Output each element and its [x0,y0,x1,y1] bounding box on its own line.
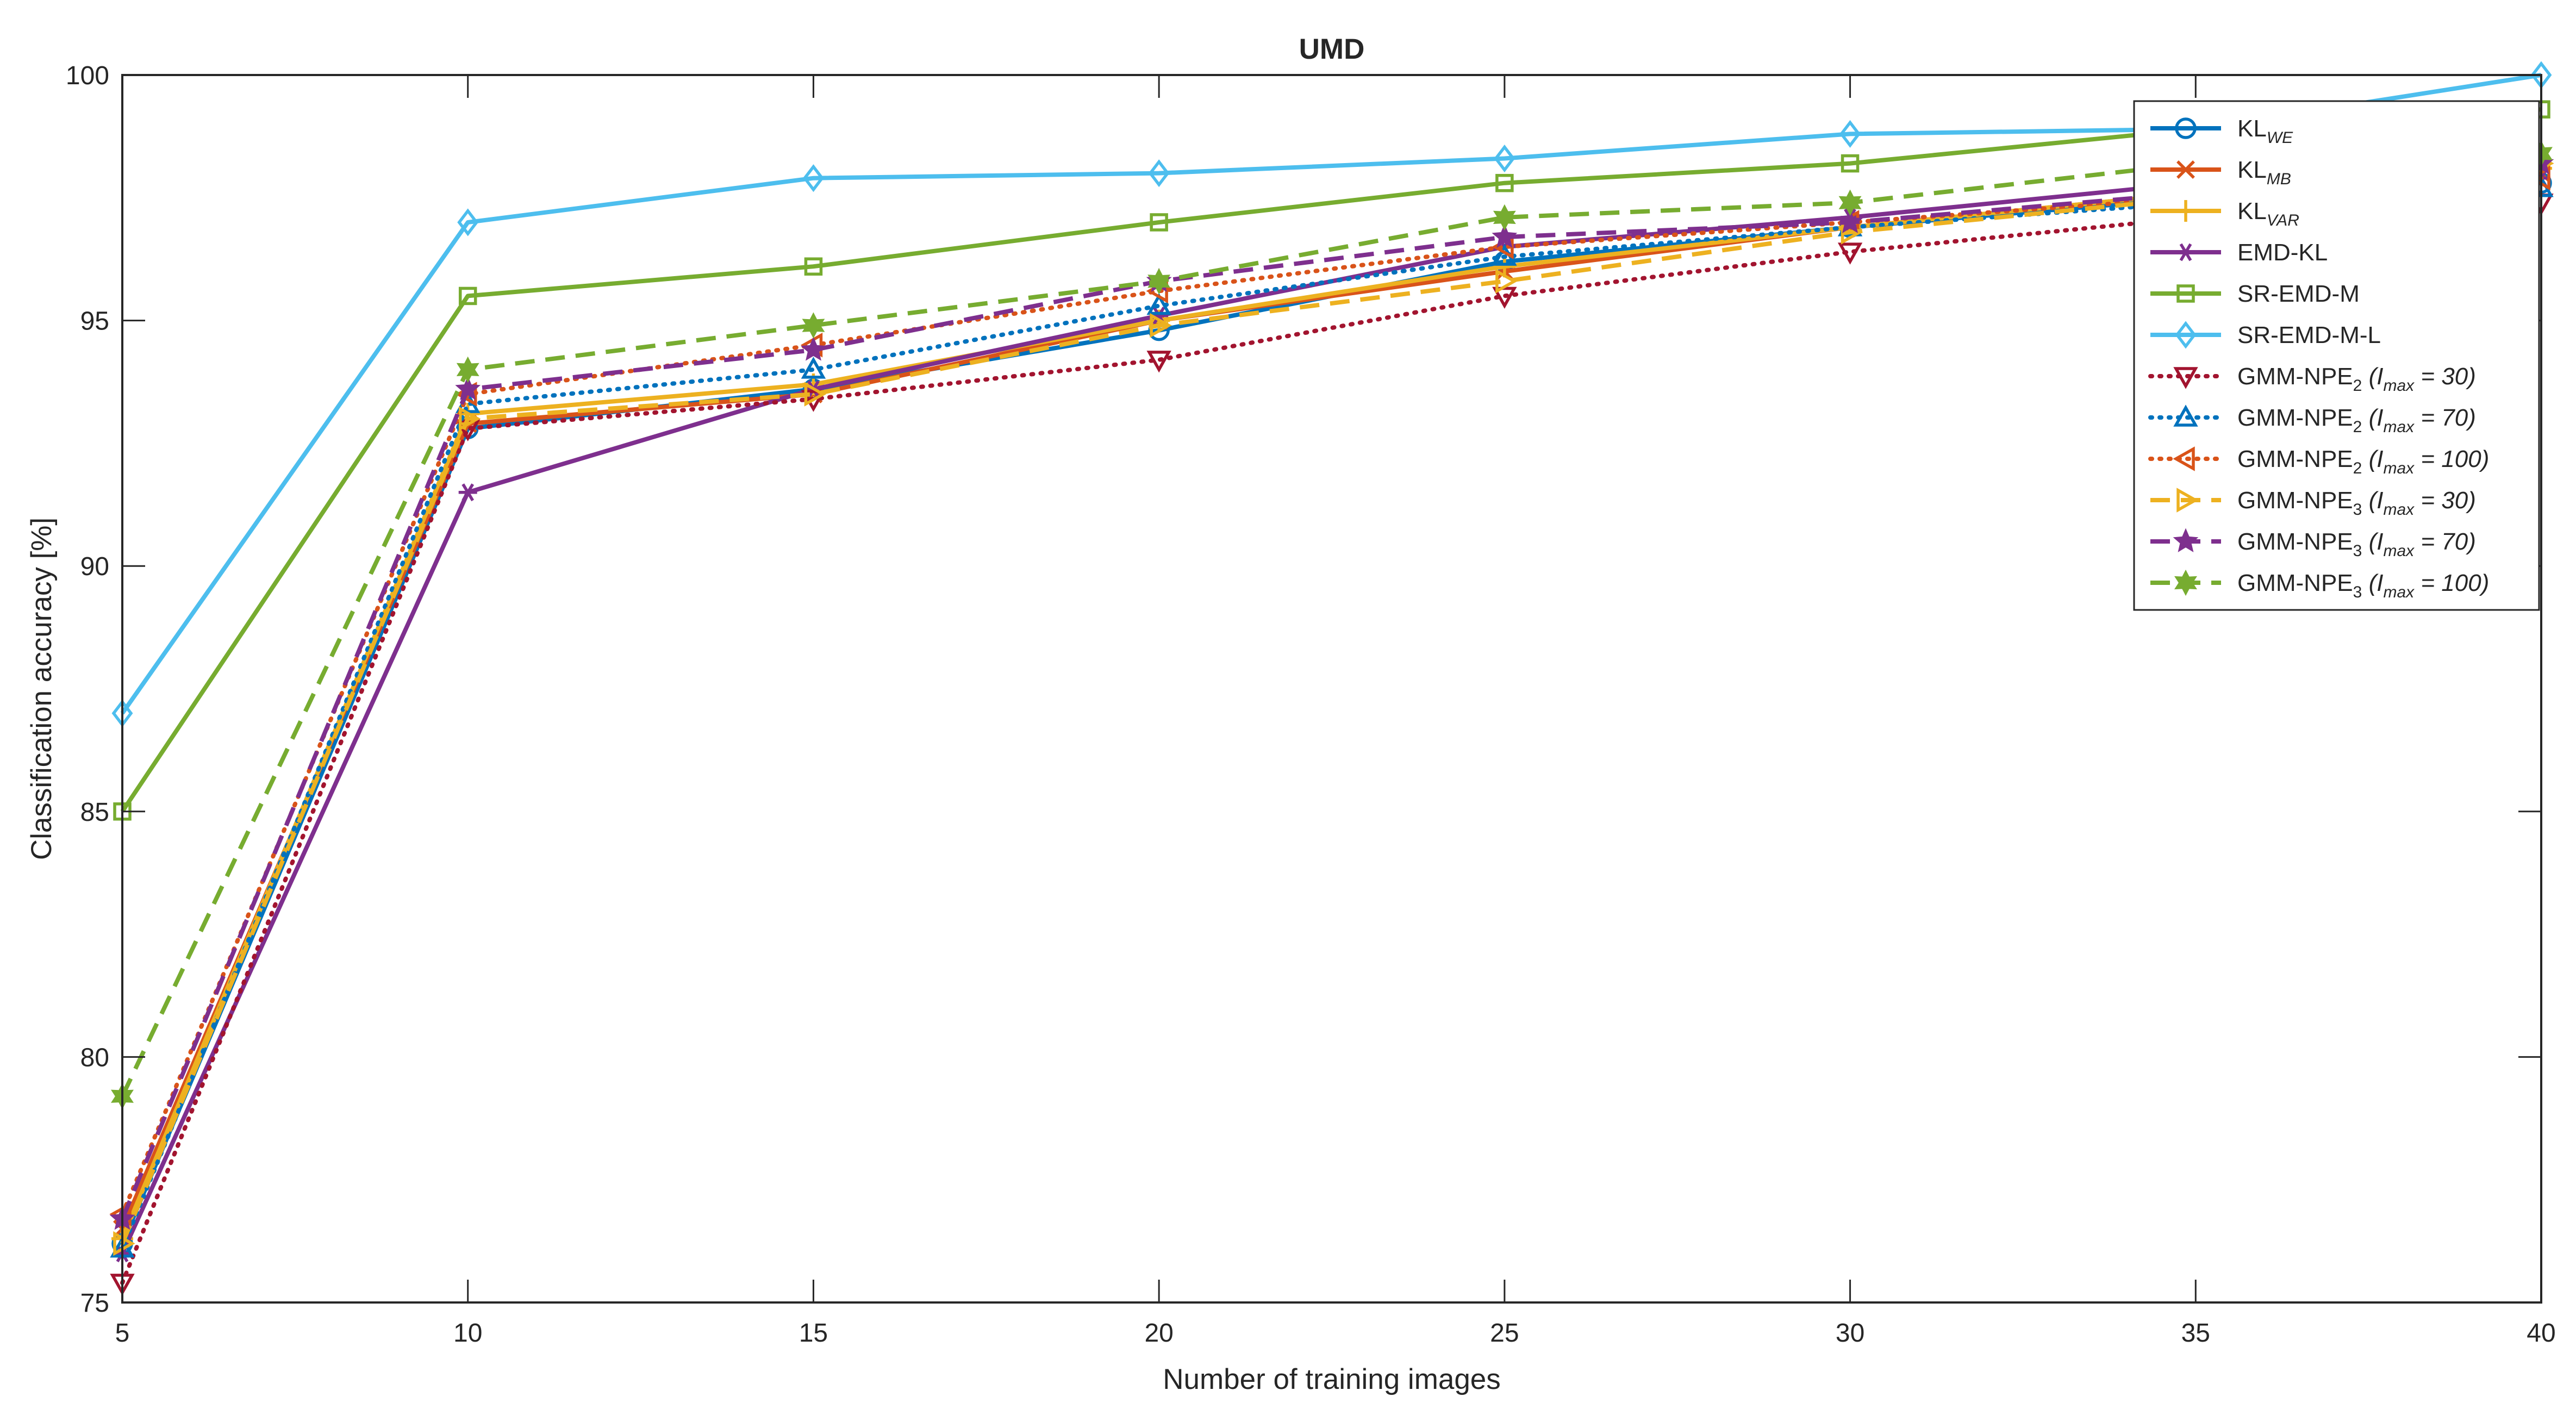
legend-marker [2173,404,2198,427]
data-point [1839,120,1861,148]
legend-item: GMM-NPE3 (Imax = 30) [2150,487,2476,519]
data-point [1492,223,1518,248]
x-tick-label: 20 [1144,1319,1173,1348]
data-point [801,357,826,379]
data-point [458,406,481,431]
legend-marker [2176,160,2195,179]
legend-label: KLVAR [2237,198,2299,229]
legend-marker [2173,367,2198,389]
data-point [1837,242,1863,265]
axes-layer: 5 10 15 20 25 30 35 40 75 80 85 90 95 100 [66,61,2556,1348]
data-point [456,356,479,383]
x-tick-label: 5 [115,1319,130,1348]
legend-label: KLWE [2237,115,2293,147]
data-point [1493,204,1516,231]
legend-item: KLVAR [2150,198,2299,229]
legend-marker [2174,569,2197,596]
legend-label: GMM-NPE2 (Imax = 70) [2237,404,2476,436]
data-point [804,257,823,276]
legend-marker [2173,446,2195,471]
legend-label: GMM-NPE2 (Imax = 30) [2237,363,2476,395]
data-point [457,208,479,236]
data-point [804,382,827,407]
legend-box [2133,100,2540,611]
series-line [120,161,2542,1220]
data-point [801,336,826,361]
data-point [1150,313,1172,338]
chart-title: UMD [1299,33,1365,65]
legend-item: EMD-KL [2150,239,2328,266]
data-point [1146,351,1171,373]
legend-marker [2175,200,2197,222]
data-point [801,390,826,412]
data-point [1493,255,1515,278]
data-point [1494,145,1515,173]
plot-area-frame [121,74,2542,1304]
x-tick-label: 25 [1490,1319,1519,1348]
legend-label: GMM-NPE2 (Imax = 100) [2237,446,2489,477]
x-tick-label: 40 [2527,1319,2555,1348]
legend-label: GMM-NPE3 (Imax = 70) [2237,528,2476,560]
legend-item: SR-EMD-M [2150,280,2360,307]
data-point [1495,269,1518,294]
legend-item: GMM-NPE2 (Imax = 100) [2148,446,2489,477]
x-axis-label: Number of training images [1163,1363,1501,1395]
legend-label: SR-EMD-M-L [2237,322,2381,348]
legend-item: KLWE [2150,115,2293,147]
data-point [802,312,825,339]
y-tick-label: 75 [80,1289,109,1318]
legend-label: GMM-NPE3 (Imax = 30) [2237,487,2476,519]
y-axis-label: Classification accuracy [%] [26,518,58,860]
data-point [458,286,477,306]
legend-label: KLMB [2237,157,2291,188]
legend-item: SR-EMD-M-L [2150,321,2381,349]
legend-label: SR-EMD-M [2237,280,2360,307]
legend-item: GMM-NPE3 (Imax = 70) [2150,528,2476,560]
y-tick-label: 90 [80,552,109,581]
legend-marker [2176,488,2199,513]
y-tick-label: 100 [66,61,109,90]
series-line [120,151,2542,1098]
x-tick-label: 35 [2181,1319,2210,1348]
data-point [1841,154,1860,173]
legend-marker [2173,528,2199,552]
data-point [1838,189,1862,216]
data-point [802,164,824,192]
x-tick-label: 30 [1836,1319,1864,1348]
data-point [1150,213,1168,232]
y-tick-label: 95 [80,307,109,336]
data-point [455,376,481,400]
legend-marker [2176,243,2195,261]
x-tick-label: 10 [453,1319,482,1348]
data-point [1148,159,1170,188]
legend-item: GMM-NPE3 (Imax = 100) [2150,569,2489,601]
legend-item: KLMB [2150,157,2291,188]
data-point [1837,209,1863,233]
data-point [1495,173,1514,192]
y-tick-label: 85 [80,798,109,827]
legend-marker [2176,284,2195,303]
data-point [1147,268,1171,295]
legend-item: GMM-NPE2 (Imax = 30) [2148,363,2476,395]
legend-label: GMM-NPE3 (Imax = 100) [2237,570,2489,601]
legend-marker [2175,117,2197,139]
legend: KLWE KLMB KLVAR EMD-KL SR-EMD-M SR-EMD-M-L GMM… [2133,100,2540,611]
legend-marker [2175,321,2197,349]
legend-item: GMM-NPE2 (Imax = 70) [2148,404,2476,436]
data-point [1146,292,1171,315]
legend-label: EMD-KL [2237,239,2328,266]
data-point [458,483,477,502]
series-12 [110,140,2553,1109]
series-line [120,161,2542,1245]
y-tick-label: 80 [80,1043,109,1072]
x-tick-label: 15 [799,1319,828,1348]
